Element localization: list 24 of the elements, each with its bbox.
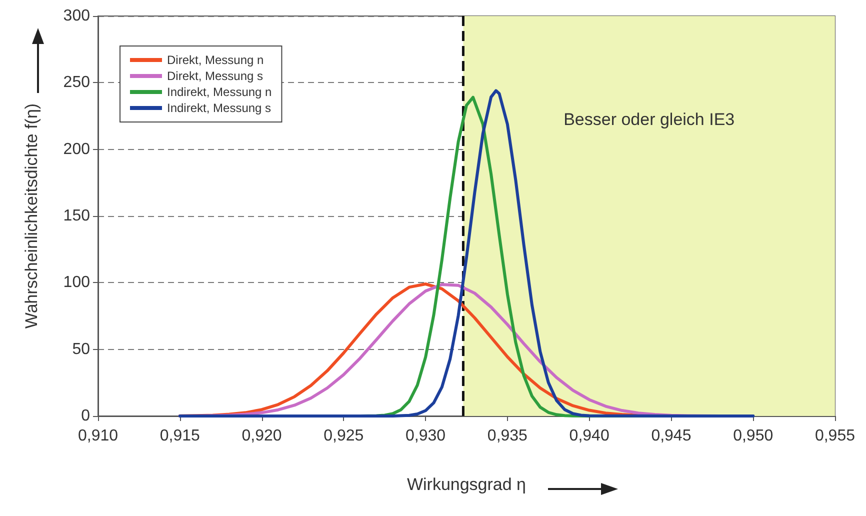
y-tick-label: 100 [63, 274, 90, 292]
x-tick-label: 0,930 [406, 428, 446, 444]
legend-label: Direkt, Messung n [167, 53, 264, 67]
x-tick-label: 0,925 [324, 428, 364, 444]
y-tick-label: 200 [63, 140, 90, 158]
x-tick-label: 0,915 [160, 428, 200, 444]
x-axis-title: Wirkungsgrad η [406, 475, 526, 494]
y-tick-label: 0 [81, 408, 90, 424]
y-tick-label: 150 [63, 208, 90, 224]
x-tick-label: 0,955 [814, 428, 856, 444]
x-tick-label: 0,950 [733, 428, 774, 444]
y-tick-label: 300 [63, 8, 90, 24]
x-tick-label: 0,920 [242, 428, 282, 444]
y-axis-title: Wahrscheinlichkeitsdichte f(η) [22, 103, 41, 329]
x-tick-label: 0,940 [569, 428, 610, 444]
legend-label: Indirekt, Messung s [167, 101, 272, 115]
x-tick-label: 0,935 [487, 428, 528, 444]
band-label: Besser oder gleich IE3 [564, 110, 735, 129]
legend-label: Indirekt, Messung n [167, 85, 272, 99]
x-tick-label: 0,910 [78, 428, 118, 444]
legend-label: Direkt, Messung s [167, 69, 264, 83]
y-tick-label: 50 [72, 340, 90, 358]
y-tick-label: 250 [63, 74, 90, 92]
x-tick-label: 0,945 [651, 428, 692, 444]
